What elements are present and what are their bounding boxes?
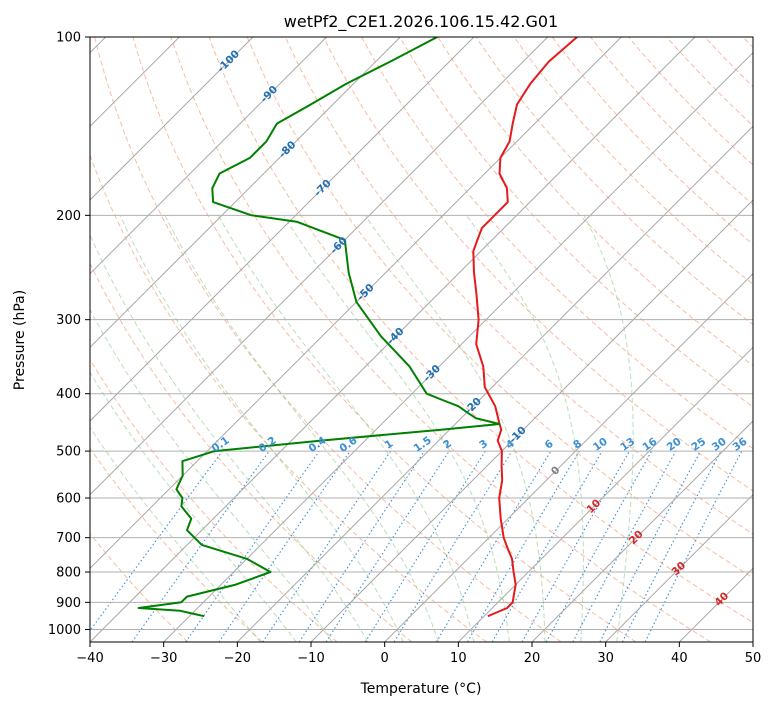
mixing-ratio-line: [572, 450, 677, 642]
y-axis-ticks: 100 200 300 400 500 600 700 800 900 1000: [48, 31, 90, 638]
mixing-ratio-line: [218, 450, 351, 642]
dry-adiabat-line: [361, 37, 753, 450]
isotherm-line: [605, 493, 753, 642]
isotherm-line: [90, 37, 622, 570]
isotherm-line: [531, 420, 753, 642]
y-tick-label: 300: [56, 313, 81, 328]
mixing-ratio-line: [90, 450, 223, 632]
x-axis-ticks: −40 −30 −20 −10 0 10 20 30 40 50: [76, 642, 761, 666]
moist-adiabat-line: [164, 215, 439, 642]
dry-adiabat-line: [90, 447, 263, 642]
isotherm-line: [384, 272, 753, 642]
isotherm-line: [457, 346, 753, 642]
isotherm-line: [90, 37, 475, 422]
mixing-ratio-line: [521, 450, 630, 642]
y-tick-label: 100: [56, 31, 81, 46]
y-tick-label: 600: [56, 492, 81, 507]
dry-adiabat-line: [399, 37, 753, 408]
isotherm-line: [90, 37, 328, 275]
mixing-ratio-line: [325, 450, 450, 642]
y-tick-label: 1000: [48, 623, 81, 638]
mixing-ratio-line: [298, 450, 425, 642]
dry-adiabat-line: [513, 37, 753, 285]
dry-adiabat-line: [94, 37, 562, 642]
y-tick-label: 400: [56, 387, 81, 402]
mixing-ratio-line: [545, 450, 653, 642]
mixing-ratio-line: [185, 450, 320, 642]
x-tick-label: −30: [150, 651, 177, 666]
x-tick-label: 50: [745, 651, 762, 666]
isotherm-line: [310, 199, 753, 642]
x-tick-label: −10: [297, 651, 324, 666]
isotherm-line: [163, 51, 753, 642]
x-tick-label: 30: [597, 651, 614, 666]
y-axis-title: Pressure (hPa): [12, 290, 28, 390]
moist-adiabat-line: [90, 233, 369, 642]
dry-adiabat-line: [323, 37, 753, 492]
isobars: [90, 37, 753, 630]
y-tick-label: 500: [56, 445, 81, 460]
moist-adiabat-line: [364, 215, 546, 642]
mixing-ratio-line: [262, 450, 392, 642]
x-axis-title: Temperature (°C): [360, 681, 482, 697]
dry-adiabat-line: [437, 37, 753, 367]
x-tick-label: 20: [524, 651, 541, 666]
dewpoint-profile-line: [137, 37, 501, 618]
isotherm-line: [90, 37, 401, 349]
mixing-ratio-lines: [90, 450, 743, 642]
moist-adiabat-line: [583, 215, 634, 642]
mixing-ratio-line: [131, 450, 270, 642]
dry-adiabat-line: [90, 358, 338, 642]
y-tick-label: 200: [56, 209, 81, 224]
x-tick-label: −20: [224, 651, 251, 666]
x-tick-label: −40: [76, 651, 103, 666]
mixing-ratio-line: [644, 450, 743, 642]
plot-frame: [89, 36, 754, 643]
moist-adiabat-line: [283, 215, 510, 642]
moist-adiabat-line: [90, 371, 297, 642]
y-tick-label: 900: [56, 596, 81, 611]
dry-adiabat-line: [208, 37, 753, 624]
isotherm-line: [90, 37, 696, 642]
dry-adiabat-line: [246, 37, 753, 579]
isotherm-line: [90, 37, 254, 201]
isotherms: [90, 37, 753, 642]
x-tick-label: 40: [671, 651, 688, 666]
profile-lines: [137, 37, 578, 618]
isotherm-line: [90, 37, 549, 496]
x-tick-label: 10: [450, 651, 467, 666]
chart-title: wetPf2_C2E1.2026.106.15.42.G01: [284, 12, 558, 32]
dry-adiabat-line: [170, 37, 711, 642]
mixing-ratio-line: [393, 450, 513, 642]
y-tick-label: 700: [56, 531, 81, 546]
isotherm-line: [236, 125, 753, 642]
dry-adiabat-line: [90, 262, 413, 642]
y-tick-label: 800: [56, 566, 81, 581]
moist-adiabat-line: [90, 426, 261, 642]
dry-adiabat-line: [90, 154, 487, 642]
dry-adiabat-line: [90, 532, 189, 642]
moist-adiabat-line: [119, 215, 404, 642]
temperature-profile-line: [472, 37, 578, 618]
x-tick-label: 0: [381, 651, 389, 666]
